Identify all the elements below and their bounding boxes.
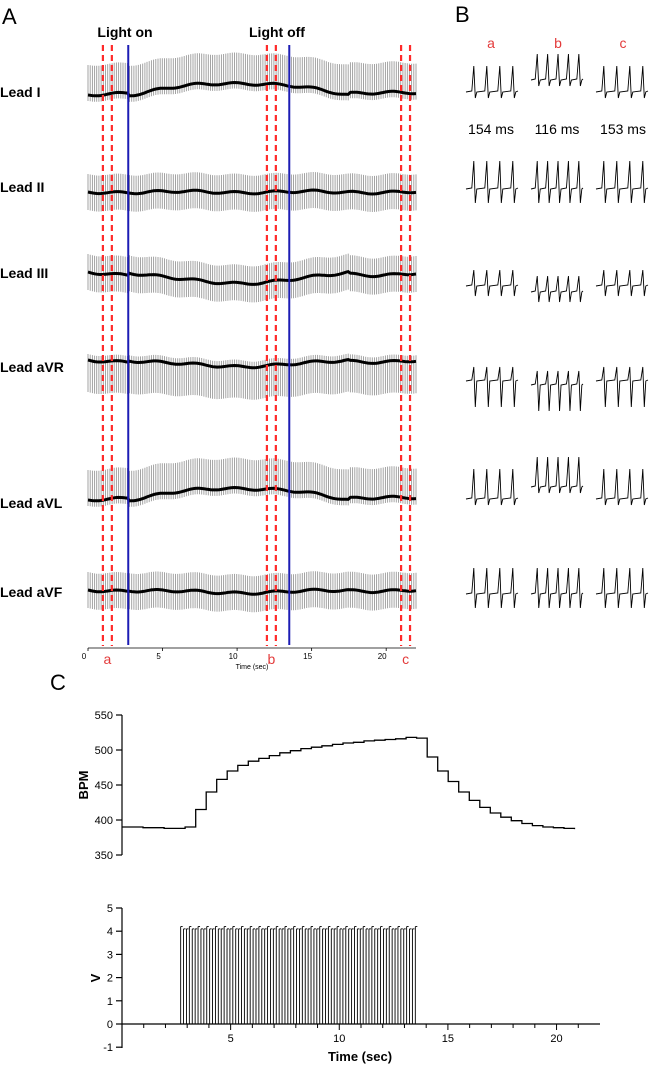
ecg-snippet: [595, 366, 649, 408]
lead-traces: [87, 52, 417, 613]
time-tick-label: 5: [228, 1033, 234, 1045]
volt-axis-title: V: [88, 973, 103, 982]
lead-label: Lead III: [0, 265, 48, 281]
volt-tick-label: 3: [107, 949, 113, 961]
time-axis-title: Time (sec): [328, 1049, 392, 1064]
ecg-snippet: [530, 53, 584, 87]
window-label-b: b: [267, 651, 275, 667]
heart-rate-line: [122, 736, 576, 830]
lead-label: Lead I: [0, 84, 40, 100]
light-pulses: [180, 926, 418, 1024]
rr-interval-c: 153 ms: [600, 121, 646, 137]
ecg-snippet: [595, 160, 649, 204]
ecg-snippet: [530, 275, 584, 303]
volt-tick-label: 0: [107, 1019, 113, 1031]
lead-trace-baseline: [87, 587, 417, 596]
panel-label-a: A: [2, 4, 17, 29]
lead-trace-envelope: [87, 353, 417, 400]
time-axis-ticks: 5 10 15 20: [143, 1024, 579, 1045]
ecg-snippet: [465, 468, 519, 506]
event-label-light-on: Light on: [97, 24, 152, 40]
lead-trace-baseline: [87, 80, 417, 98]
lead-label: Lead II: [0, 179, 44, 195]
light-pulse-chart: -1 0 1 2 3 4 5 5 10 15 20 V Time (sec): [88, 903, 600, 1064]
lead-trace-envelope: [87, 253, 417, 303]
window-label-c: c: [402, 651, 409, 667]
time-tick-label: 10: [229, 652, 238, 661]
volt-tick-label: -1: [103, 1042, 113, 1054]
ecg-snippet: [595, 468, 649, 506]
lead-trace-baseline: [87, 269, 417, 286]
time-tick-label: 0: [82, 652, 87, 661]
bpm-tick-label: 550: [95, 710, 113, 722]
bpm-axis-title: BPM: [76, 771, 91, 800]
bpm-tick-label: 500: [95, 745, 113, 757]
lead-trace-envelope: [87, 52, 417, 102]
bpm-tick-label: 450: [95, 780, 113, 792]
rr-interval-a: 154 ms: [468, 121, 514, 137]
ecg-snippet: [465, 269, 519, 297]
ecg-snippet: [465, 567, 519, 609]
lead-trace-baseline: [87, 485, 417, 503]
bpm-tick-label: 400: [95, 815, 113, 827]
lead-label: Lead aVR: [0, 359, 64, 375]
lead-label: Lead aVL: [0, 495, 63, 511]
time-tick-label: 20: [378, 652, 387, 661]
time-tick-label: 15: [303, 652, 312, 661]
window-column-a: a: [487, 35, 495, 51]
rr-interval-b: 116 ms: [535, 121, 580, 137]
window-snippets: [465, 53, 649, 609]
volt-axis-ticks: -1 0 1 2 3 4 5: [103, 903, 122, 1054]
lead-trace-baseline: [87, 188, 417, 196]
ecg-leads-panel: Light on Light off Lead I Lead II Lead I…: [0, 24, 417, 671]
lead-trace-envelope: [87, 457, 417, 507]
bpm-tick-label: 350: [95, 850, 113, 862]
time-tick-label: 15: [442, 1033, 454, 1045]
ecg-snippet: [465, 160, 519, 204]
volt-tick-label: 2: [107, 973, 113, 985]
window-column-c: c: [620, 35, 627, 51]
window-column-b: b: [554, 35, 562, 51]
lead-trace-baseline: [87, 358, 417, 370]
ecg-snippet: [530, 160, 584, 204]
ecg-snippet: [595, 567, 649, 609]
panel-label-c: C: [50, 670, 66, 695]
bpm-axis-ticks: 350 400 450 500 550: [95, 710, 122, 862]
ecg-snippet: [530, 370, 584, 412]
event-label-light-off: Light off: [249, 24, 305, 40]
volt-tick-label: 5: [107, 903, 113, 915]
window-label-a: a: [103, 651, 111, 667]
time-markers: [101, 45, 412, 646]
time-tick-label: 20: [550, 1033, 562, 1045]
volt-tick-label: 1: [107, 996, 113, 1008]
lead-label: Lead aVF: [0, 584, 63, 600]
ecg-snippet: [465, 366, 519, 408]
time-axis-title: Time (sec): [236, 664, 269, 671]
heart-rate-chart: 350 400 450 500 550 BPM: [76, 710, 576, 862]
panel-label-b: B: [455, 2, 470, 27]
ecg-snippet: [595, 269, 649, 297]
time-tick-label: 10: [333, 1033, 345, 1045]
ecg-snippet: [530, 567, 584, 609]
ecg-snippet: [595, 65, 649, 99]
time-axis-ticks: 0 5 10 15 20: [82, 648, 387, 661]
ecg-snippet: [465, 65, 519, 99]
ecg-windows-panel: a b c 154 ms 116 ms 153 ms: [465, 35, 649, 609]
ecg-snippet: [530, 456, 584, 494]
time-tick-label: 5: [156, 652, 161, 661]
volt-tick-label: 4: [107, 926, 113, 938]
